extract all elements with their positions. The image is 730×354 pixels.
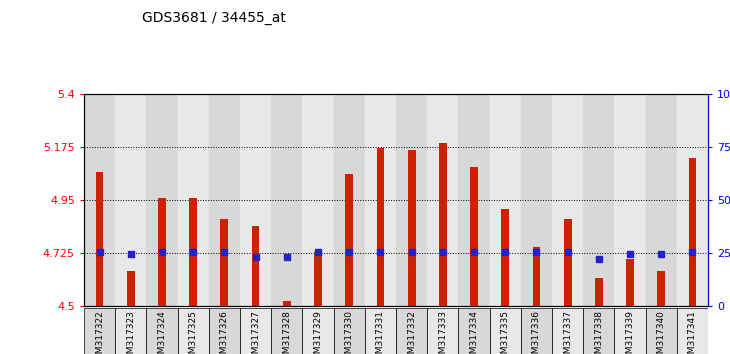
Bar	[177, 308, 209, 354]
Text: GSM317324: GSM317324	[158, 310, 166, 354]
Bar	[84, 94, 115, 306]
Bar	[146, 94, 177, 306]
Bar	[490, 94, 521, 306]
Bar	[408, 150, 415, 306]
Bar	[302, 94, 334, 306]
Bar	[533, 247, 540, 306]
Bar	[615, 94, 646, 306]
Bar	[272, 308, 302, 354]
Bar	[677, 94, 708, 306]
Bar	[677, 308, 708, 354]
Bar	[115, 94, 146, 306]
Text: GSM317340: GSM317340	[657, 310, 666, 354]
Bar	[552, 94, 583, 306]
Bar	[189, 198, 197, 306]
Bar	[314, 252, 322, 306]
Text: GSM317339: GSM317339	[626, 310, 634, 354]
Bar	[272, 94, 302, 306]
Text: GSM317338: GSM317338	[594, 310, 604, 354]
Bar	[583, 94, 615, 306]
Text: GSM317325: GSM317325	[188, 310, 198, 354]
Bar	[365, 308, 396, 354]
Bar	[490, 308, 521, 354]
Bar	[688, 158, 696, 306]
Text: GSM317336: GSM317336	[532, 310, 541, 354]
Text: GSM317327: GSM317327	[251, 310, 260, 354]
Bar	[646, 308, 677, 354]
Text: GSM317331: GSM317331	[376, 310, 385, 354]
Text: GSM317334: GSM317334	[469, 310, 479, 354]
Text: GSM317326: GSM317326	[220, 310, 229, 354]
Bar	[345, 174, 353, 306]
Text: GSM317322: GSM317322	[95, 310, 104, 354]
Bar	[115, 308, 146, 354]
Bar	[84, 308, 115, 354]
Bar	[646, 94, 677, 306]
Text: GSM317332: GSM317332	[407, 310, 416, 354]
Bar	[470, 167, 478, 306]
Text: GSM317337: GSM317337	[563, 310, 572, 354]
Bar	[521, 308, 552, 354]
Text: GSM317333: GSM317333	[438, 310, 447, 354]
Bar	[564, 219, 572, 306]
Bar	[615, 308, 646, 354]
Bar	[658, 271, 665, 306]
Bar	[177, 94, 209, 306]
Bar	[439, 143, 447, 306]
Bar	[209, 94, 240, 306]
Bar	[396, 308, 427, 354]
Bar	[583, 308, 615, 354]
Bar	[240, 308, 272, 354]
Text: GSM317329: GSM317329	[313, 310, 323, 354]
Text: GSM317328: GSM317328	[283, 310, 291, 354]
Bar	[396, 94, 427, 306]
Bar	[427, 94, 458, 306]
Bar	[220, 219, 228, 306]
Text: GDS3681 / 34455_at: GDS3681 / 34455_at	[142, 11, 286, 25]
Bar	[458, 308, 490, 354]
Text: GSM317330: GSM317330	[345, 310, 354, 354]
Bar	[96, 172, 104, 306]
Bar	[158, 198, 166, 306]
Bar	[283, 302, 291, 306]
Bar	[127, 271, 134, 306]
Bar	[552, 308, 583, 354]
Bar	[427, 308, 458, 354]
Bar	[626, 259, 634, 306]
Bar	[334, 308, 365, 354]
Bar	[302, 308, 334, 354]
Text: GSM317335: GSM317335	[501, 310, 510, 354]
Bar	[365, 94, 396, 306]
Text: GSM317323: GSM317323	[126, 310, 135, 354]
Bar	[377, 148, 384, 306]
Bar	[334, 94, 365, 306]
Bar	[252, 226, 259, 306]
Bar	[521, 94, 552, 306]
Bar	[209, 308, 240, 354]
Bar	[240, 94, 272, 306]
Bar	[146, 308, 177, 354]
Bar	[502, 210, 509, 306]
Bar	[458, 94, 490, 306]
Bar	[595, 278, 603, 306]
Text: GSM317341: GSM317341	[688, 310, 697, 354]
